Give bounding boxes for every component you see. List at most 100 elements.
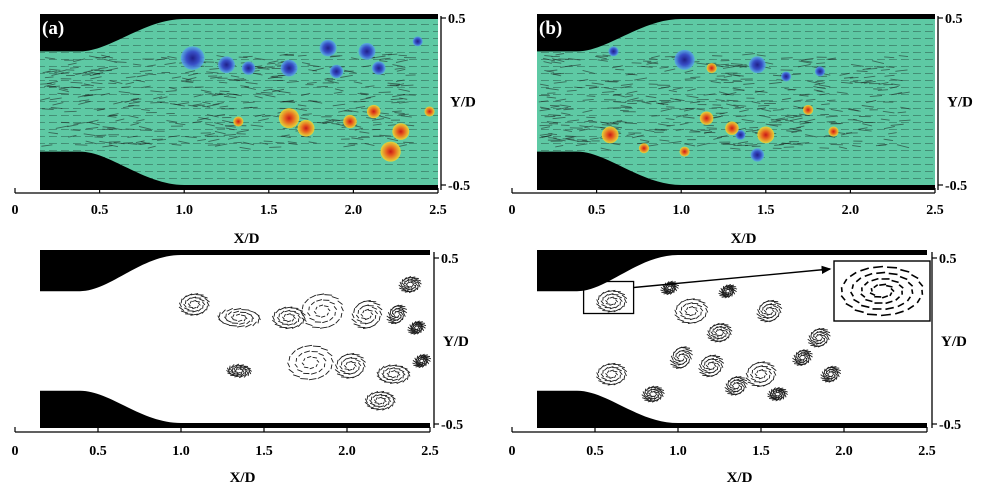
vortex-negative [781,71,792,82]
x-tick-label: 2.0 [338,444,356,459]
x-tick-label: 0.5 [91,203,109,218]
inset-arrow [633,265,832,289]
inset-zoom-box [833,260,931,322]
nozzle-wall-top [40,250,430,292]
vortex-negative [608,46,619,57]
vortex-core [334,352,366,379]
x-tick-label: 1.5 [255,444,273,459]
vortex-negative [372,61,386,75]
vortex-positive [601,126,619,144]
vortex-core [412,353,432,369]
nozzle-wall-top [537,250,927,292]
vortex-positive [706,63,717,74]
x-tick-label: 2.5 [429,203,447,218]
panel-label: (b) [539,18,562,39]
x-tick-label: 0 [509,203,516,218]
vortex-negative [241,61,256,75]
vortex-core [820,365,842,383]
vortex-core [807,327,831,348]
x-axis-title: X/D [727,470,753,486]
vortex-positive [638,143,650,154]
y-axis-title: Y/D [947,95,973,111]
vortex-core [386,304,408,325]
vortex-core [376,364,411,385]
panel-d: (d) 0 0.5 1.0 1.5 2.0 2.5 X/D 0.5 -0.5 Y/D [509,250,967,486]
x-tick-label: 2.5 [926,203,944,218]
vortex-positive [757,126,775,144]
vortex-negative [218,56,235,74]
y-tick-label: -0.5 [945,179,967,194]
x-tick-label: 1.0 [175,203,193,218]
vortex-core [767,386,788,402]
vortex-positive [424,106,435,117]
vortex-positive [233,116,244,127]
x-tick-label: 2.5 [421,444,439,459]
y-tick-label: -0.5 [448,179,470,194]
x-tick-label: 1.0 [669,444,687,459]
vortex-positive [278,108,300,129]
x-tick-label: 1.5 [752,444,770,459]
vortex-core [217,307,261,328]
vortex-positive [828,126,839,137]
vortex-core [698,354,725,378]
vortex-core [351,299,383,329]
inset-source-box [582,280,635,315]
x-tick-label: 0.5 [588,203,606,218]
x-tick-label: 1.5 [757,203,775,218]
vortex-negative [329,64,344,79]
vortex-core [669,346,693,369]
vortex-negative [748,56,766,74]
vortex-negative [319,39,337,57]
y-axis-title: Y/D [450,95,476,111]
vortex-positive [699,111,714,125]
vortex-core [745,361,777,388]
vortex-positive [343,114,357,129]
vortex-core [674,298,709,325]
inset-vortex-vectors [840,265,924,317]
x-tick-label: 2.0 [345,203,363,218]
x-tick-label: 0.5 [89,444,107,459]
vortex-negative [674,49,695,70]
vortex-core [792,349,813,367]
vortex-negative [750,148,765,162]
nozzle-wall-bottom [40,151,438,190]
nozzle-wall-bottom [537,390,927,428]
vortex-core [706,322,733,343]
nozzle-wall-top [40,14,438,52]
nozzle-wall-bottom [40,390,430,428]
x-axis-title: X/D [230,470,256,486]
x-tick-label: 2.0 [842,203,860,218]
vortex-negative [814,66,826,77]
vortex-positive [679,146,690,157]
x-tick-label: 1.0 [672,203,690,218]
vortex-negative [358,43,376,60]
panel-c: (c) 0 0.5 1.0 1.5 2.0 2.5 X/D 0.5 -0.5 Y/D [12,250,469,486]
vortex-core [718,283,738,299]
vortex-core [641,385,665,403]
vortex-core [398,276,422,294]
y-tick-label: -0.5 [441,418,463,433]
x-tick-label: 2.0 [835,444,853,459]
panel-a: (a) 0 0.5 1.0 1.5 2.0 2.5 X/D 0.5 -0.5 Y/D [12,12,477,247]
vortex-negative [180,46,205,70]
vortex-core [300,293,344,329]
x-axis-title: X/D [234,231,260,247]
vortex-core [226,363,253,379]
y-tick-label: 0.5 [945,12,963,27]
vortex-negative [412,36,423,47]
x-tick-label: 0 [12,203,19,218]
y-tick-label: 0.5 [448,12,466,27]
y-tick-label: 0.5 [441,252,459,267]
panel-b: (b) 0 0.5 1.0 1.5 2.0 2.5 X/D 0.5 -0.5 Y/D [509,12,974,247]
panel-label: (d) [539,254,562,275]
y-axis-title: Y/D [941,334,967,350]
vortex-negative [280,59,298,77]
y-tick-label: -0.5 [939,418,961,433]
vortex-positive [392,123,410,140]
x-tick-label: 0.5 [586,444,604,459]
nozzle-wall-top [537,14,935,52]
y-tick-label: 0.5 [939,252,957,267]
vortex-core [660,280,680,296]
vortex-negative [735,129,746,140]
